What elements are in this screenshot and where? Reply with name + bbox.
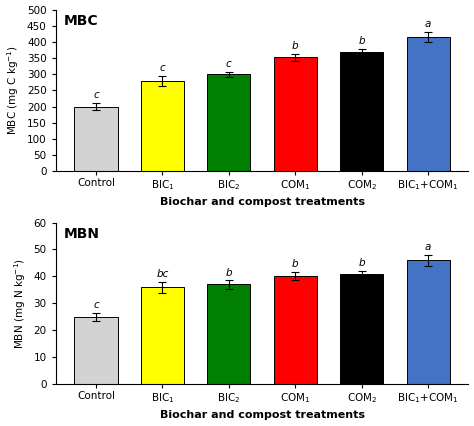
Bar <box>407 260 450 384</box>
Text: bc: bc <box>156 269 169 279</box>
Text: b: b <box>358 258 365 268</box>
Bar <box>207 74 250 171</box>
Bar <box>273 276 317 384</box>
Bar <box>273 58 317 171</box>
Text: c: c <box>160 63 165 73</box>
Bar <box>74 106 118 171</box>
Bar <box>141 287 184 384</box>
X-axis label: Biochar and compost treatments: Biochar and compost treatments <box>160 410 365 420</box>
Text: a: a <box>425 19 431 29</box>
Text: c: c <box>93 300 99 310</box>
Text: c: c <box>226 59 232 69</box>
Text: c: c <box>93 90 99 101</box>
Bar <box>407 37 450 171</box>
Bar <box>340 52 383 171</box>
Text: MBC: MBC <box>64 14 99 29</box>
Text: b: b <box>226 268 232 278</box>
Text: b: b <box>292 40 299 51</box>
Y-axis label: MBN (mg N kg$^{-1}$): MBN (mg N kg$^{-1}$) <box>12 258 28 349</box>
X-axis label: Biochar and compost treatments: Biochar and compost treatments <box>160 197 365 207</box>
Bar <box>74 317 118 384</box>
Bar <box>141 81 184 171</box>
Y-axis label: MBC (mg C kg$^{-1}$): MBC (mg C kg$^{-1}$) <box>6 45 21 135</box>
Text: a: a <box>425 242 431 252</box>
Bar <box>207 285 250 384</box>
Bar <box>340 274 383 384</box>
Text: b: b <box>292 259 299 270</box>
Text: b: b <box>358 36 365 46</box>
Text: MBN: MBN <box>64 227 100 242</box>
